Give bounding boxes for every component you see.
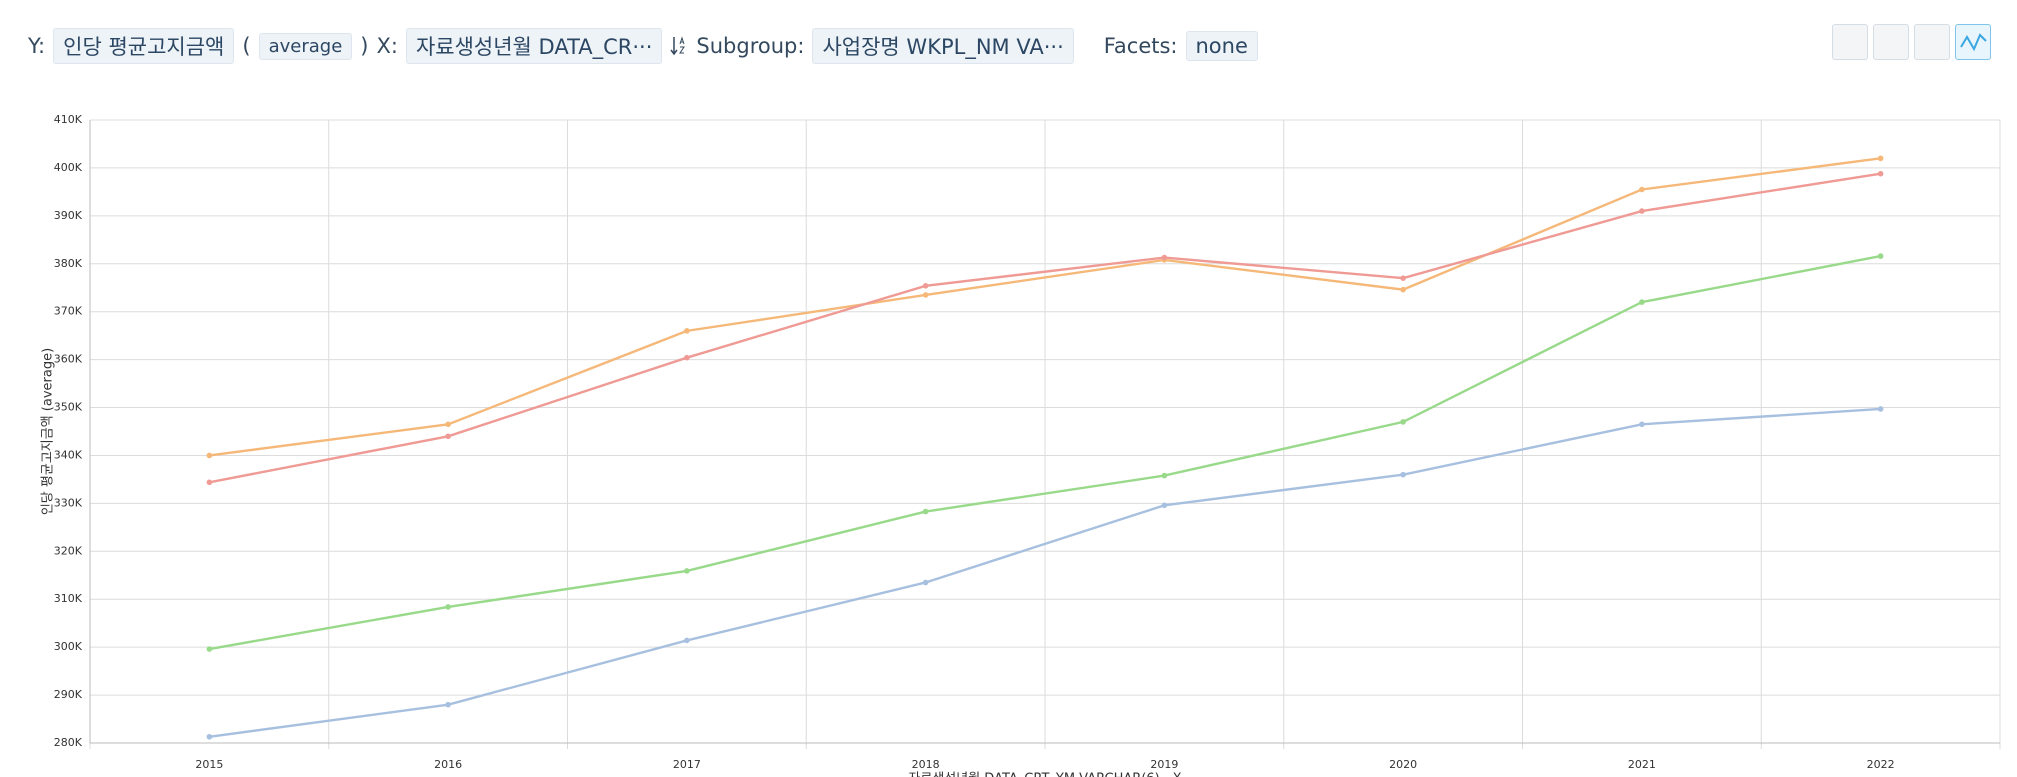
point: [445, 421, 451, 428]
point: [1877, 406, 1884, 412]
point: [445, 604, 451, 610]
x-tick-label: 2022: [1867, 758, 1895, 771]
x-tick-label: 2016: [434, 758, 462, 771]
point: [206, 646, 213, 652]
x-tick-label: 2017: [673, 758, 701, 771]
point: [1161, 472, 1168, 479]
point: [206, 733, 213, 740]
chart-type-buttons: [1832, 24, 1991, 60]
line: [209, 172, 1881, 484]
point: [1877, 155, 1884, 162]
point: [922, 579, 929, 586]
y-tick-label: 390K: [54, 209, 83, 222]
y-field[interactable]: 인당 평균고지금액: [53, 28, 235, 64]
x-tick-label: 2015: [195, 758, 223, 771]
point: [684, 637, 690, 644]
line: [209, 407, 1881, 738]
paren: ): [360, 34, 369, 58]
paren: (: [242, 34, 251, 58]
x-tick-label: 2021: [1628, 758, 1656, 771]
y-tick-label: 320K: [54, 544, 83, 557]
point: [922, 292, 929, 298]
y-tick-label: 330K: [54, 496, 83, 509]
point: [922, 508, 929, 515]
y-axis-label: 인당 평균고지금액 (average): [41, 348, 56, 515]
y-tick-label: 400K: [54, 161, 83, 174]
y-tick-label: 370K: [54, 305, 83, 318]
y-tick-label: 350K: [54, 401, 83, 414]
y-tick-label: 360K: [54, 353, 83, 366]
point: [1400, 275, 1406, 281]
chart-type-button[interactable]: [1873, 24, 1909, 60]
point: [1161, 502, 1168, 509]
subgroup-label: Subgroup:: [696, 34, 805, 58]
point: [445, 433, 451, 440]
x-tick-label: 2018: [912, 758, 940, 771]
aggregation[interactable]: average: [258, 32, 353, 60]
x-field[interactable]: 자료생성년월 DATA_CR···: [405, 28, 663, 64]
x-tick-label: 2019: [1150, 758, 1178, 771]
x-axis-label: 자료생성년월 DATA_CRT_YM VARCHAR(6) - X: [908, 772, 1181, 777]
point: [684, 328, 690, 334]
chart-type-button[interactable]: [1832, 24, 1868, 60]
point: [1400, 471, 1406, 478]
point: [1877, 170, 1884, 177]
point: [1639, 299, 1645, 305]
point: [684, 568, 690, 574]
chart-type-button[interactable]: [1955, 24, 1991, 60]
y-tick-label: 290K: [54, 688, 83, 701]
point: [1877, 253, 1884, 259]
point: [1161, 254, 1168, 261]
point: [1639, 186, 1645, 193]
subgroup-field[interactable]: 사업장명 WKPL_NM VA···: [812, 28, 1074, 64]
toolbar: Y: 인당 평균고지금액 ( average ) X: 자료생성년월 DATA_…: [28, 28, 1258, 64]
point: [1639, 421, 1645, 428]
x-label: X:: [376, 34, 398, 58]
point: [684, 354, 690, 361]
chart-type-button[interactable]: [1914, 24, 1950, 60]
line: [209, 254, 1881, 651]
point: [206, 452, 213, 459]
sort-icon[interactable]: [670, 35, 688, 57]
line: [209, 157, 1881, 457]
y-tick-label: 340K: [54, 448, 83, 461]
y-tick-label: 310K: [54, 592, 83, 605]
point: [1400, 286, 1406, 293]
facets-label: Facets:: [1103, 34, 1178, 58]
y-tick-label: 380K: [54, 257, 83, 270]
point: [445, 701, 451, 708]
y-tick-label: 280K: [54, 736, 83, 749]
facets-value[interactable]: none: [1185, 31, 1258, 61]
y-label: Y:: [28, 34, 46, 58]
point: [922, 283, 929, 289]
y-tick-label: 300K: [54, 640, 83, 653]
x-tick-label: 2020: [1389, 758, 1417, 771]
point: [1400, 419, 1406, 425]
y-tick-label: 410K: [54, 113, 83, 126]
point: [206, 479, 213, 486]
point: [1639, 208, 1645, 214]
